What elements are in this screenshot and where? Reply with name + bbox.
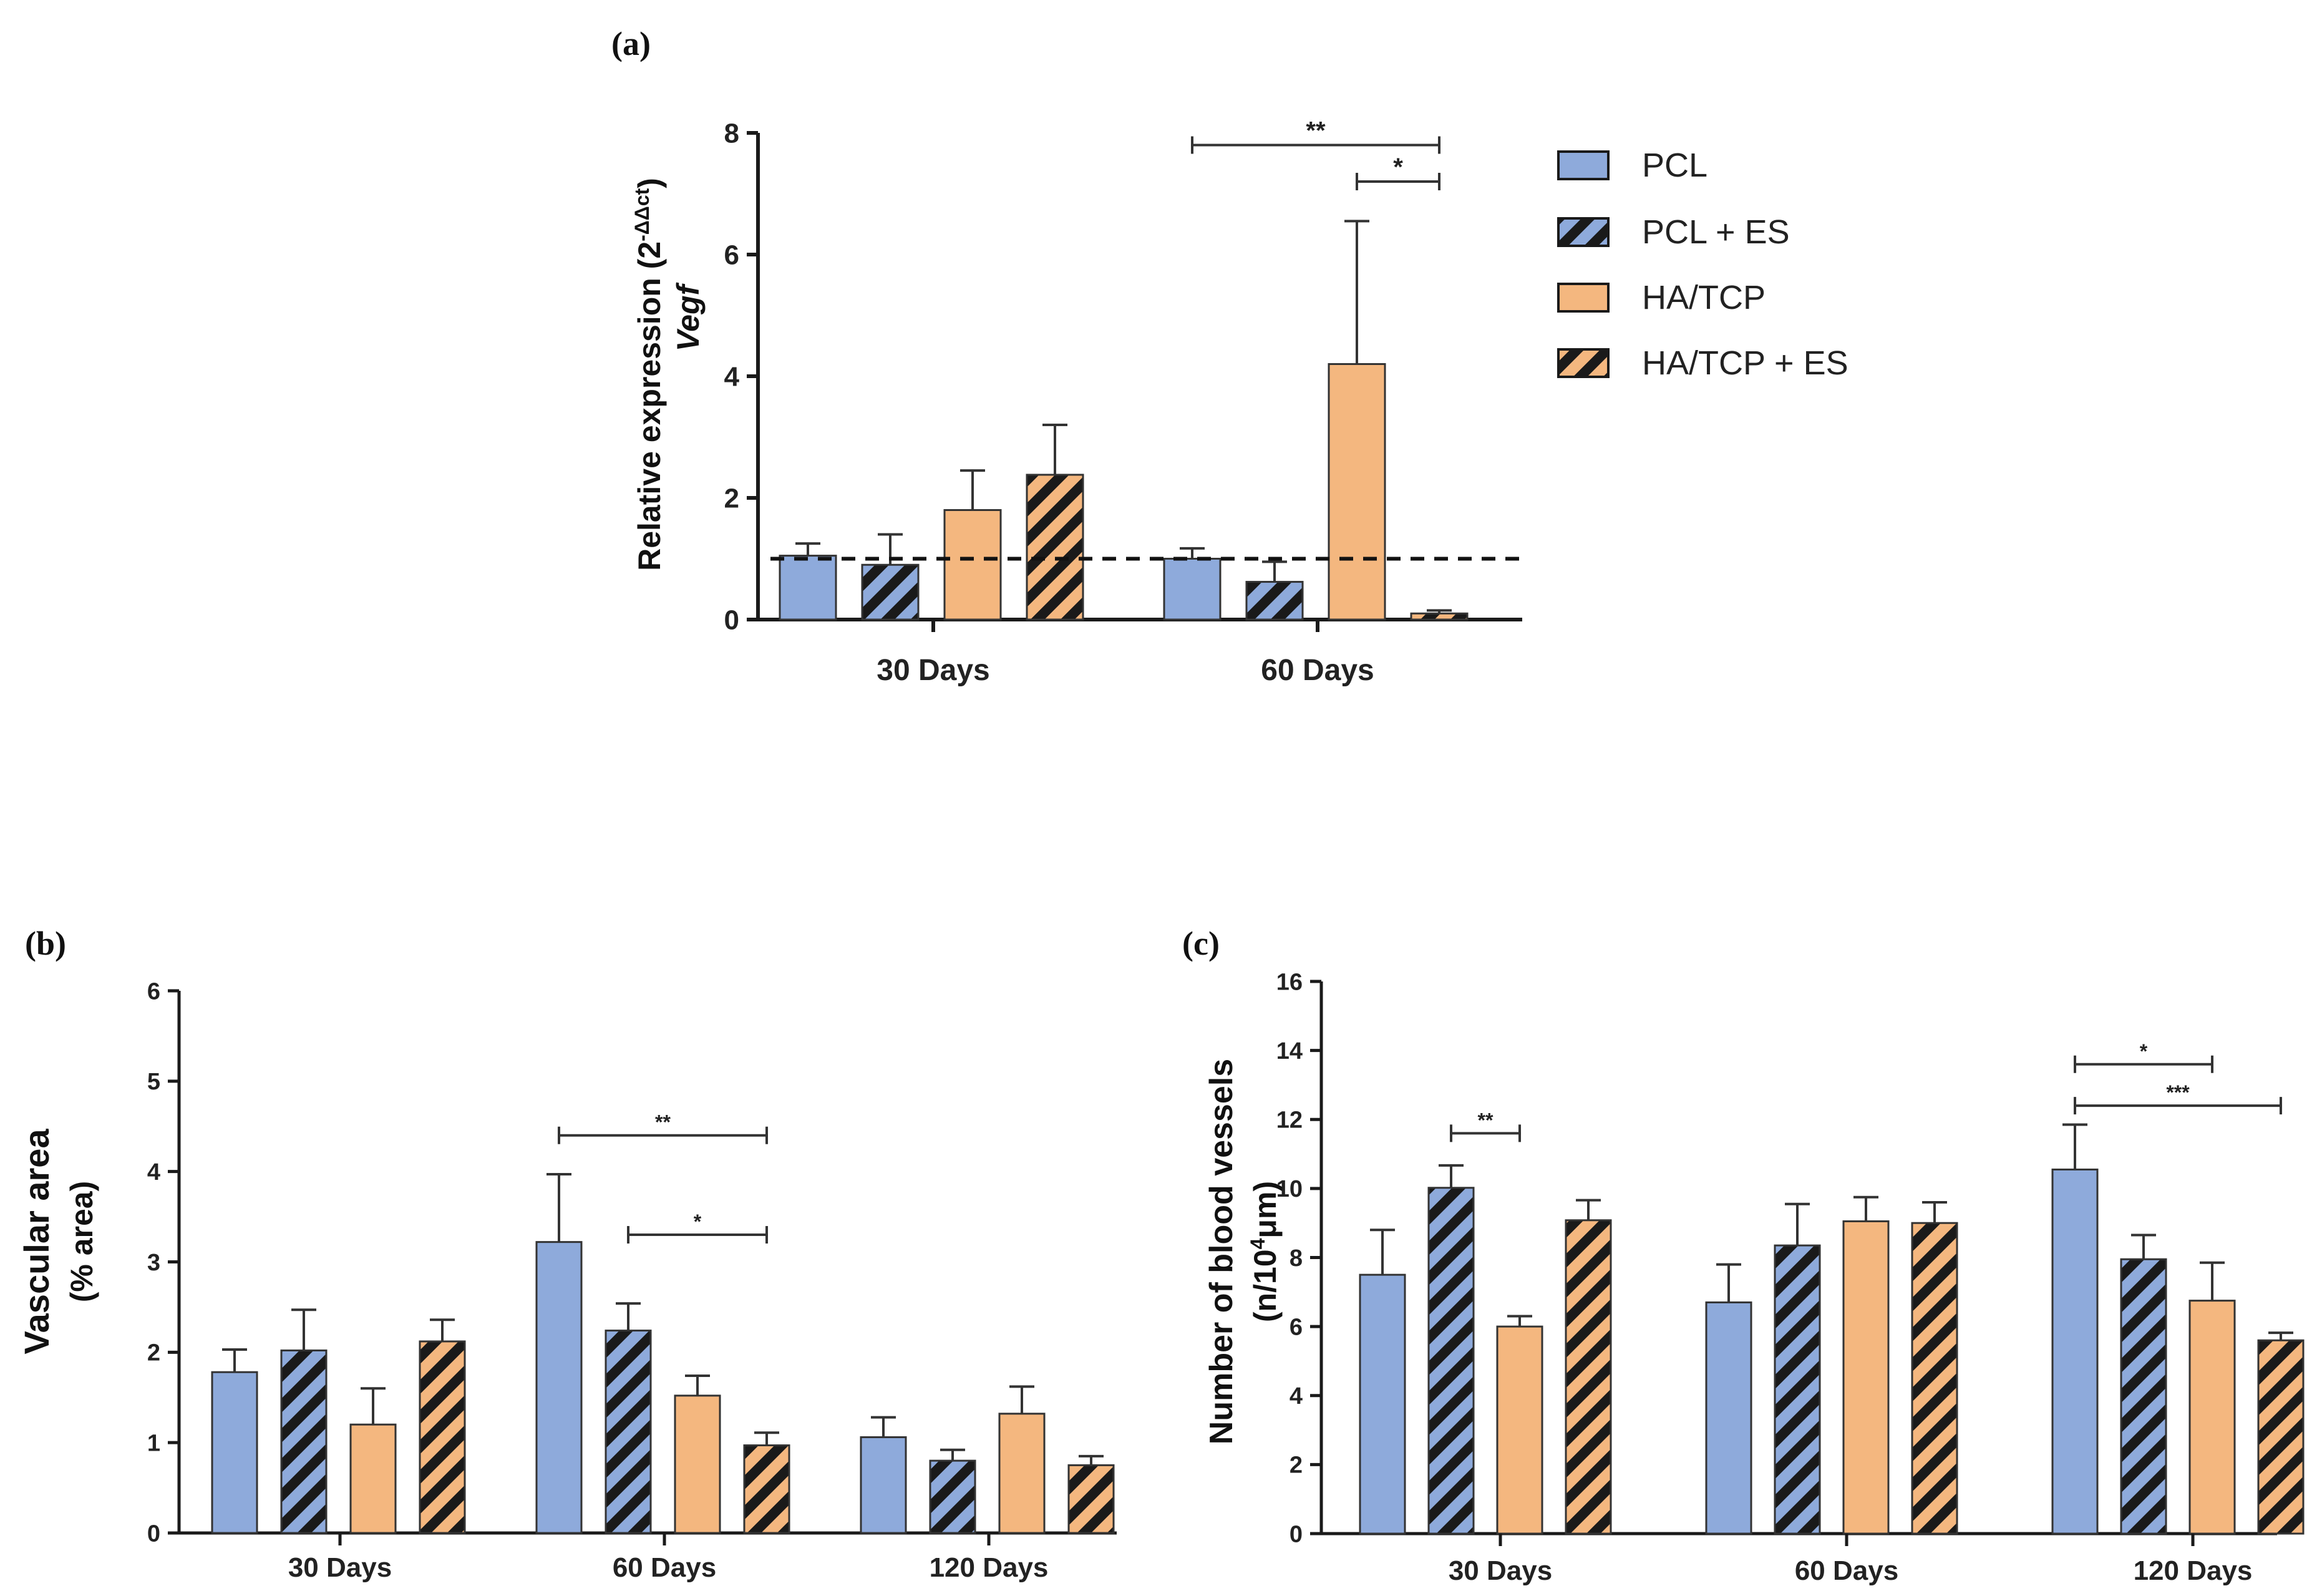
panel-a-bar-ha-tcp xyxy=(1328,363,1386,621)
panel-c-bar-pcl-es xyxy=(1774,1244,1821,1535)
panel-a-significance-label: * xyxy=(1393,153,1403,181)
panel-a-y-tick-label: 4 xyxy=(724,361,740,392)
panel-c-bar-ha-tcp xyxy=(1496,1325,1543,1535)
legend-item-pcl: PCL xyxy=(1557,147,1707,184)
panel-c-bar-ha-tcp-es xyxy=(2257,1339,2305,1535)
panel-c-significance-label: ** xyxy=(1478,1109,1494,1131)
panel-a-y-tick-label: 2 xyxy=(724,483,739,513)
panel-c-category-label: 30 Days xyxy=(1449,1555,1552,1586)
panel-b-y-tick-label: 3 xyxy=(147,1250,160,1276)
panel-a-category-label: 30 Days xyxy=(877,654,989,687)
panel-a-bar-pcl-es xyxy=(861,563,920,621)
legend-item-pcl-es: PCL + ES xyxy=(1557,213,1790,251)
panel-a-label: (a) xyxy=(611,25,651,62)
panel-c-category-label: 120 Days xyxy=(2134,1555,2253,1586)
panel-b-bar-ha-tcp-es xyxy=(743,1444,790,1534)
panel-c-bar-pcl-es xyxy=(2120,1258,2167,1535)
panel-a-bar-ha-tcp xyxy=(943,509,1002,621)
panel-c-y-tick-label: 14 xyxy=(1276,1038,1303,1064)
panel-b-bar-ha-tcp xyxy=(674,1394,721,1534)
panel-a-y-tick-label: 0 xyxy=(724,605,739,635)
panel-b-category-label: 60 Days xyxy=(613,1552,716,1583)
panel-b-bar-ha-tcp-es xyxy=(419,1340,466,1534)
panel-c-bar-ha-tcp-es xyxy=(1565,1219,1612,1535)
panel-b-bar-pcl xyxy=(860,1436,907,1534)
panel-c-y-tick-label: 2 xyxy=(1290,1452,1303,1479)
panel-c-y-tick-label: 8 xyxy=(1290,1245,1303,1272)
panel-c-bar-ha-tcp xyxy=(1842,1220,1890,1535)
panel-c-bar-pcl xyxy=(1359,1273,1406,1535)
panel-a-vegf-chart: (a) Relative expression (2-ΔΔct) Vegf 0 2… xyxy=(611,25,1522,687)
panel-b-bar-ha-tcp-es xyxy=(1067,1464,1115,1534)
panel-b-bar-pcl-es xyxy=(929,1459,976,1534)
panel-c-y-tick-label: 6 xyxy=(1290,1314,1303,1340)
panel-c-y-tick-label: 16 xyxy=(1276,969,1303,995)
panel-a-bar-pcl xyxy=(779,555,837,621)
legend-label-ha-tcp: HA/TCP xyxy=(1642,279,1766,316)
panel-a-bar-pcl xyxy=(1163,558,1222,621)
panel-a-bar-ha-tcp-es xyxy=(1410,612,1469,621)
panel-c-blood-vessels-chart: (c) Number of blood vessels (n/104μm) 0 2… xyxy=(1182,925,2305,1586)
panel-c-y-tick-label: 12 xyxy=(1276,1107,1303,1134)
panel-b-bar-ha-tcp xyxy=(998,1413,1046,1534)
panel-b-y-tick-label: 1 xyxy=(147,1430,160,1456)
panel-a-category-label: 60 Days xyxy=(1261,654,1374,687)
legend-label-pcl: PCL xyxy=(1642,147,1707,184)
panel-b-y-tick-label: 4 xyxy=(147,1159,160,1185)
panel-c-category-label: 60 Days xyxy=(1795,1555,1898,1586)
panel-c-bar-pcl xyxy=(2051,1168,2099,1535)
panel-c-label: (c) xyxy=(1182,925,1220,962)
panel-a-y-axis-subtitle: Vegf xyxy=(671,282,706,351)
panel-c-y-axis-subtitle: (n/104μm) xyxy=(1246,1181,1283,1322)
panel-b-bar-pcl xyxy=(535,1241,583,1534)
panel-b-bar-pcl xyxy=(211,1371,258,1534)
panel-b-y-tick-label: 0 xyxy=(147,1521,160,1547)
panel-b-bar-ha-tcp xyxy=(349,1423,397,1534)
legend-label-pcl-es: PCL + ES xyxy=(1642,213,1790,251)
panel-a-y-tick-label: 6 xyxy=(724,240,739,270)
panel-c-bar-ha-tcp xyxy=(2188,1300,2236,1535)
panel-c-y-tick-label: 4 xyxy=(1290,1383,1303,1409)
panel-c-y-axis-title: Number of blood vessels xyxy=(1203,1059,1240,1444)
panel-c-significance-label: * xyxy=(2140,1040,2148,1063)
panel-a-y-tick-label: 8 xyxy=(724,118,739,148)
legend-swatch-pcl-es xyxy=(1557,217,1610,247)
panel-b-bar-pcl-es xyxy=(605,1330,652,1534)
panel-a-bar-pcl-es xyxy=(1245,581,1304,621)
panel-b-y-tick-label: 2 xyxy=(147,1340,160,1366)
panel-b-y-axis-title: Vascular area xyxy=(17,1129,56,1355)
panel-b-category-label: 120 Days xyxy=(930,1552,1049,1583)
panel-c-bar-pcl-es xyxy=(1427,1187,1475,1535)
legend-item-ha-tcp: HA/TCP xyxy=(1557,279,1766,316)
panel-b-y-tick-label: 6 xyxy=(147,978,160,1005)
panel-b-bar-pcl-es xyxy=(280,1349,328,1534)
legend: PCL PCL + ES HA/TCP HA/TCP + ES xyxy=(1557,147,1848,382)
panel-c-y-tick-label: 10 xyxy=(1276,1176,1303,1202)
panel-a-significance-label: ** xyxy=(1306,117,1326,145)
panel-b-significance-label: ** xyxy=(655,1111,671,1134)
panel-c-bar-ha-tcp-es xyxy=(1911,1222,1958,1535)
legend-swatch-pcl xyxy=(1557,150,1610,180)
panel-b-category-label: 30 Days xyxy=(288,1552,392,1583)
legend-item-ha-tcp-es: HA/TCP + ES xyxy=(1557,344,1848,382)
panel-a-y-axis-title: Relative expression (2-ΔΔct) xyxy=(631,178,667,571)
panel-b-label: (b) xyxy=(25,925,66,962)
panel-b-y-axis-subtitle: (% area) xyxy=(64,1181,99,1303)
legend-swatch-ha-tcp xyxy=(1557,283,1610,313)
legend-swatch-ha-tcp-es xyxy=(1557,348,1610,378)
panel-b-y-tick-label: 5 xyxy=(147,1069,160,1095)
panel-a-bar-ha-tcp-es xyxy=(1026,474,1084,621)
legend-label-ha-tcp-es: HA/TCP + ES xyxy=(1642,344,1848,382)
panel-b-significance-label: * xyxy=(694,1210,702,1233)
panel-c-significance-label: *** xyxy=(2166,1081,2190,1104)
panel-c-bar-pcl xyxy=(1705,1301,1752,1535)
panel-c-y-tick-label: 0 xyxy=(1290,1521,1303,1547)
panel-b-vascular-area-chart: (b) Vascular area (% area) 0 1 2 3 4 5 6 30 Day… xyxy=(17,925,1117,1583)
